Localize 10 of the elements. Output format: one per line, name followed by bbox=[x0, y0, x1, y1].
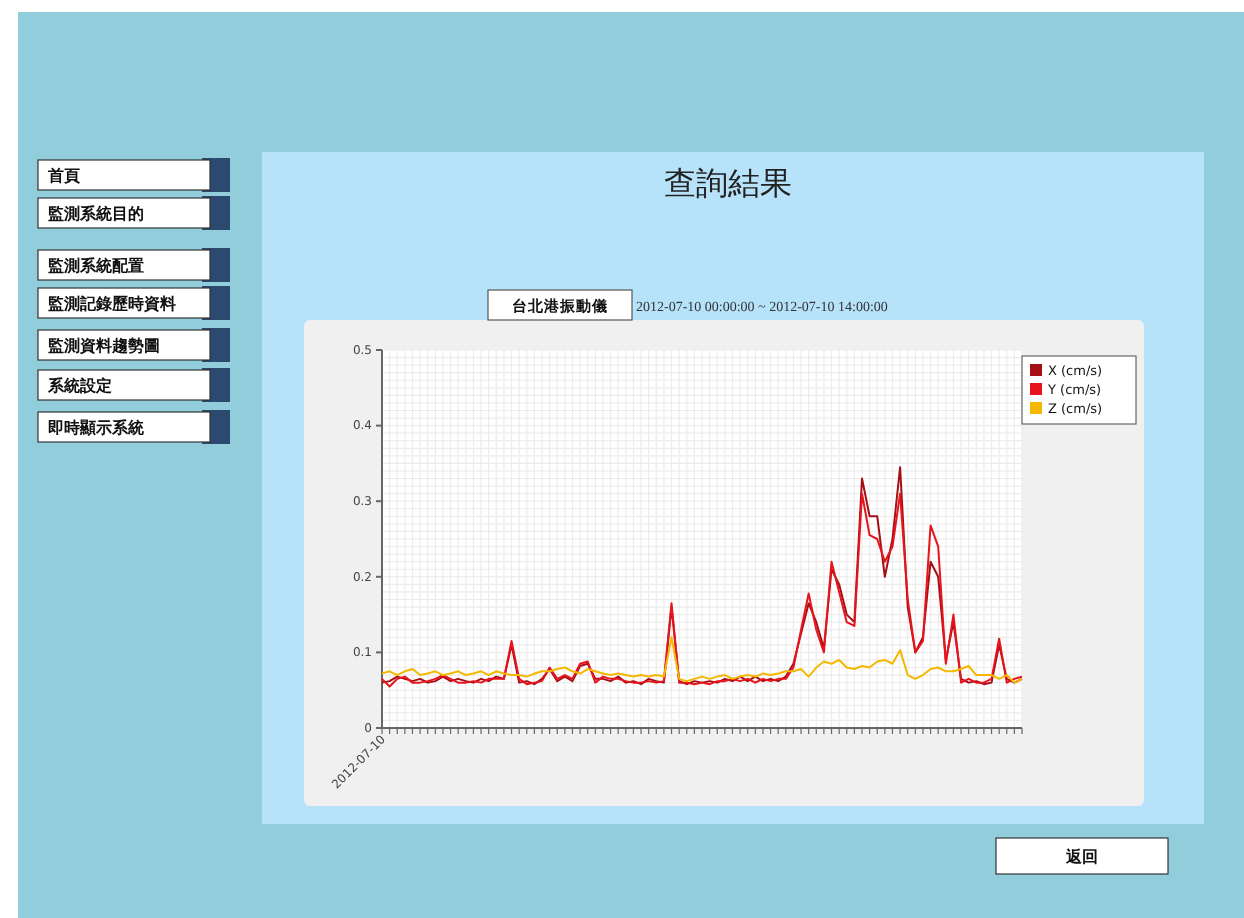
text: 監測記錄歷時資料 bbox=[48, 295, 176, 313]
text: 監測系統配置 bbox=[48, 257, 144, 275]
line-series bbox=[381, 636, 1023, 684]
text: 首頁 bbox=[46, 167, 80, 185]
text: 返回 bbox=[1064, 848, 1098, 866]
text: 系統設定 bbox=[46, 375, 112, 395]
text: 監測資料趨勢圖 bbox=[48, 337, 160, 355]
text: 即時顯示系統 bbox=[48, 419, 144, 437]
text: 監測系統目的 bbox=[48, 205, 144, 223]
chart-title: 查詢結果 bbox=[664, 166, 792, 202]
